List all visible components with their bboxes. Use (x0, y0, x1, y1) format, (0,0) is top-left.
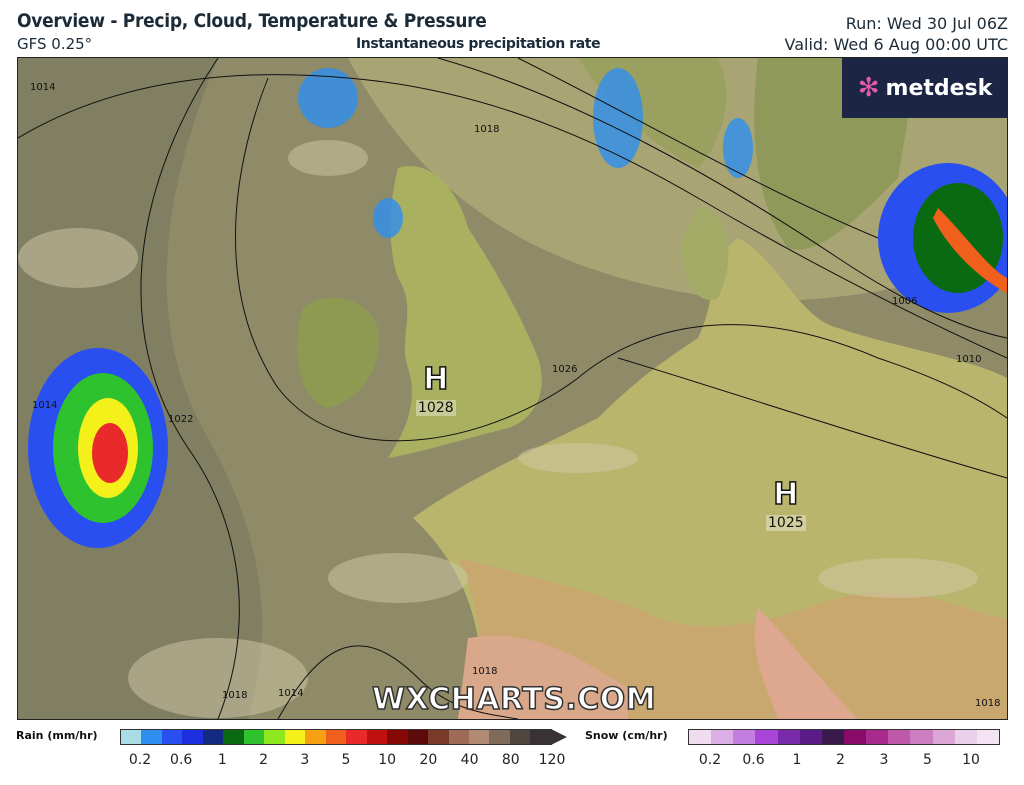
model-name: GFS 0.25° (17, 35, 93, 53)
colorbar-swatch (843, 730, 867, 744)
colorbar-swatch (777, 730, 800, 744)
precipitation-showers (298, 68, 753, 238)
colorbar-tick: 2 (259, 752, 269, 768)
high-symbol: H (773, 476, 800, 513)
colorbar-swatch (733, 730, 756, 744)
colorbar-swatch (821, 730, 844, 744)
colorbar-tick: 10 (378, 752, 397, 768)
isobar-label: 1010 (956, 354, 982, 365)
colorbar-swatch (121, 730, 142, 744)
colorbar-swatch (264, 730, 285, 744)
colorbar-swatch (932, 730, 955, 744)
colorbar-swatch (468, 730, 490, 744)
colorbar-swatch (509, 730, 531, 744)
colorbar-tick: 3 (300, 752, 310, 768)
colorbar-swatch (689, 730, 712, 744)
colorbar-swatch (866, 730, 889, 744)
isobar-label: 1018 (975, 698, 1001, 709)
cloud-cover (18, 140, 978, 718)
colorbar-swatch (530, 730, 551, 744)
land-great-britain (388, 166, 542, 458)
watermark: WXCHARTS.COM (371, 681, 657, 718)
land-italy (754, 608, 858, 719)
colorbar-tick: 0.2 (698, 752, 722, 768)
high-symbol: H (423, 361, 450, 398)
colorbar-swatch (954, 730, 977, 744)
map-canvas (17, 57, 1018, 720)
isobar-label: 1022 (168, 414, 194, 425)
chart-title: Overview - Precip, Cloud, Temperature & … (17, 10, 487, 32)
colorbar-tick: 80 (501, 752, 520, 768)
colorbar-swatch (366, 730, 388, 744)
snow-legend-label: Snow (cm/hr) (585, 729, 668, 742)
isobar-label: 1014 (278, 688, 304, 699)
pressure-value: 1028 (416, 400, 456, 416)
colorbar-tick: 3 (879, 752, 889, 768)
colorbar-swatch (284, 730, 306, 744)
isobar-label: 1018 (474, 124, 500, 135)
colorbar-tick: 10 (962, 752, 980, 768)
colorbar-swatch (141, 730, 162, 744)
isobar-label: 1026 (552, 364, 578, 375)
colorbar-swatch (243, 730, 265, 744)
isobar-label: 1014 (32, 400, 58, 411)
logo-text: metdesk (885, 75, 993, 101)
colorbar-swatch (489, 730, 510, 744)
colorbar-swatch (305, 730, 326, 744)
colorbar-tick: 1 (217, 752, 227, 768)
precipitation-northeast (878, 163, 1018, 313)
colorbar-tick: 120 (538, 752, 566, 768)
chart-subtitle: Instantaneous precipitation rate (356, 36, 601, 52)
colorbar-swatch (407, 730, 429, 744)
isobar-label: 1018 (472, 666, 498, 677)
rain-colorbar (120, 729, 552, 745)
rain-legend-label: Rain (mm/hr) (16, 729, 98, 742)
weather-map (17, 57, 1018, 720)
valid-time: Valid: Wed 6 Aug 00:00 UTC (784, 35, 1008, 54)
colorbar-swatch (711, 730, 734, 744)
run-time: Run: Wed 30 Jul 06Z (845, 14, 1008, 33)
colorbar-tick: 0.2 (128, 752, 152, 768)
colorbar-swatch (202, 730, 224, 744)
isobars (17, 57, 1008, 720)
colorbar-swatch (387, 730, 408, 744)
isobar-label: 1006 (892, 296, 918, 307)
metdesk-logo: ✻ metdesk (842, 58, 1008, 118)
colorbar-tick: 1 (792, 752, 802, 768)
colorbar-swatch (428, 730, 449, 744)
colorbar-tick: 2 (836, 752, 845, 768)
rain-colorbar-arrow (551, 729, 567, 745)
snow-colorbar (688, 729, 1000, 745)
colorbar-tick: 0.6 (742, 752, 765, 768)
colorbar-swatch (888, 730, 911, 744)
land-denmark (682, 208, 729, 300)
colorbar-swatch (910, 730, 933, 744)
colorbar-tick: 0.6 (170, 752, 193, 768)
pressure-value: 1025 (766, 515, 806, 531)
colorbar-swatch (346, 730, 367, 744)
colorbar-swatch (799, 730, 822, 744)
land-ireland (297, 297, 379, 408)
colorbar-tick: 5 (341, 752, 351, 768)
land-spain (458, 636, 628, 719)
colorbar-swatch (182, 730, 203, 744)
colorbar-tick: 5 (923, 752, 932, 768)
high-pressure-centre: H 1028 (416, 361, 456, 416)
precipitation-west (28, 348, 168, 548)
colorbar-swatch (755, 730, 778, 744)
colorbar-tick: 40 (460, 752, 479, 768)
colorbar-tick: 20 (419, 752, 438, 768)
high-pressure-centre: H 1025 (766, 476, 806, 531)
isobar-label: 1014 (30, 82, 56, 93)
isobar-label: 1018 (222, 690, 248, 701)
colorbar-swatch (223, 730, 244, 744)
colorbar-swatch (325, 730, 347, 744)
colorbar-swatch (976, 730, 999, 744)
colorbar-swatch (448, 730, 469, 744)
logo-flower-icon: ✻ (857, 73, 880, 103)
colorbar-swatch (161, 730, 183, 744)
